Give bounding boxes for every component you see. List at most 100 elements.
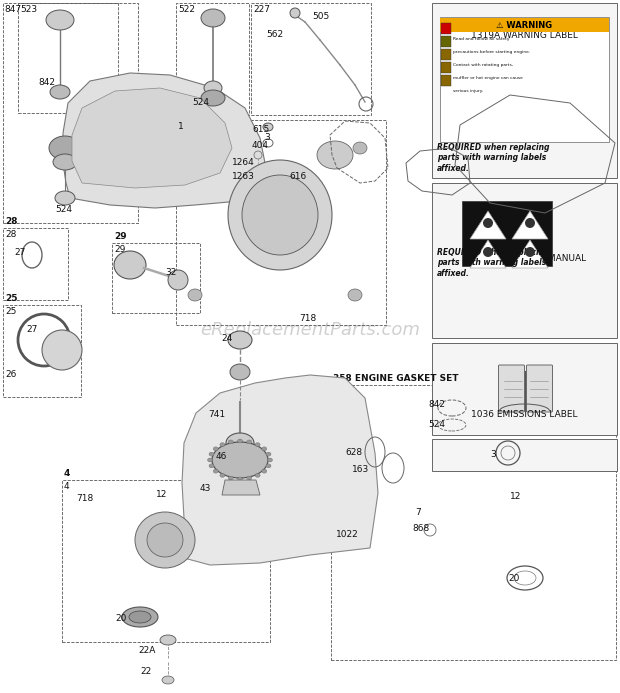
Bar: [441, 62, 451, 73]
Text: 562: 562: [266, 30, 283, 39]
Text: 523: 523: [20, 5, 37, 14]
Ellipse shape: [237, 477, 242, 481]
Ellipse shape: [50, 85, 70, 99]
Bar: [432, 3, 617, 178]
Text: 1022: 1022: [336, 530, 359, 539]
Ellipse shape: [247, 476, 252, 480]
Ellipse shape: [254, 151, 262, 159]
Ellipse shape: [212, 442, 268, 478]
Bar: [440, 18, 609, 32]
Ellipse shape: [228, 476, 233, 480]
Text: precautions before starting engine.: precautions before starting engine.: [453, 50, 530, 54]
Ellipse shape: [135, 512, 195, 568]
Bar: [432, 439, 617, 471]
Ellipse shape: [483, 247, 493, 257]
Polygon shape: [512, 211, 548, 239]
Ellipse shape: [188, 142, 202, 154]
Text: 868: 868: [412, 524, 429, 533]
Bar: [441, 23, 451, 34]
Text: 7: 7: [415, 508, 421, 517]
Text: 523: 523: [20, 0, 38, 1]
Text: 227: 227: [253, 5, 270, 14]
Ellipse shape: [262, 447, 267, 451]
Text: 522: 522: [178, 5, 195, 14]
Text: 4: 4: [64, 482, 69, 491]
Ellipse shape: [255, 473, 260, 477]
Text: 27: 27: [14, 248, 25, 257]
Text: REQUIRED when replacing
parts with warning labels
affixed.: REQUIRED when replacing parts with warni…: [437, 248, 549, 278]
Text: 718: 718: [299, 314, 316, 323]
Ellipse shape: [226, 433, 254, 453]
Ellipse shape: [204, 81, 222, 95]
Text: 29: 29: [114, 245, 125, 254]
Ellipse shape: [42, 330, 82, 370]
Text: 32: 32: [165, 268, 176, 277]
Text: 505: 505: [312, 12, 329, 21]
FancyBboxPatch shape: [526, 365, 552, 412]
Polygon shape: [470, 211, 506, 239]
Ellipse shape: [230, 364, 250, 380]
Text: 4: 4: [64, 469, 71, 478]
Ellipse shape: [188, 289, 202, 301]
Text: 22: 22: [140, 667, 151, 676]
Text: 46: 46: [216, 452, 228, 461]
Text: 22A: 22A: [138, 646, 156, 655]
Text: 522: 522: [178, 0, 197, 1]
Text: REQUIRED when replacing
parts with warning labels
affixed.: REQUIRED when replacing parts with warni…: [437, 143, 549, 173]
Ellipse shape: [209, 464, 214, 468]
Bar: [176, 120, 386, 325]
Text: 524: 524: [192, 98, 209, 107]
Bar: [3, 305, 81, 397]
Ellipse shape: [53, 154, 77, 170]
Text: 1263: 1263: [232, 172, 255, 181]
Text: 25: 25: [5, 294, 17, 303]
Ellipse shape: [122, 607, 158, 627]
Ellipse shape: [266, 464, 271, 468]
Bar: [62, 480, 270, 642]
Bar: [441, 49, 451, 60]
Polygon shape: [72, 88, 232, 188]
Ellipse shape: [228, 440, 233, 444]
Bar: [432, 343, 617, 435]
Text: 615: 615: [252, 125, 269, 134]
Ellipse shape: [129, 611, 151, 623]
Ellipse shape: [348, 289, 362, 301]
Ellipse shape: [162, 676, 174, 684]
Polygon shape: [222, 480, 260, 495]
Text: muffler or hot engine can cause: muffler or hot engine can cause: [453, 76, 523, 80]
Text: 842: 842: [428, 400, 445, 409]
Text: 718: 718: [76, 494, 93, 503]
Text: 28: 28: [5, 217, 17, 226]
Polygon shape: [512, 240, 548, 268]
Ellipse shape: [228, 331, 252, 349]
Text: 847: 847: [4, 5, 21, 14]
Text: 28: 28: [5, 230, 16, 239]
Text: 404: 404: [252, 141, 269, 150]
Ellipse shape: [317, 141, 353, 169]
Bar: [462, 201, 552, 266]
Ellipse shape: [228, 160, 332, 270]
Text: 27: 27: [26, 325, 37, 334]
Ellipse shape: [525, 218, 535, 228]
Bar: [176, 3, 249, 115]
Polygon shape: [182, 375, 378, 565]
Ellipse shape: [49, 136, 81, 160]
Ellipse shape: [263, 123, 273, 131]
Text: Read and follow all safety: Read and follow all safety: [453, 37, 510, 41]
Text: 163: 163: [352, 465, 370, 474]
Ellipse shape: [525, 247, 535, 257]
Ellipse shape: [46, 10, 74, 30]
Bar: [440, 17, 609, 142]
Text: 628: 628: [345, 448, 362, 457]
Ellipse shape: [267, 458, 273, 462]
Text: 26: 26: [5, 370, 16, 379]
Ellipse shape: [220, 473, 225, 477]
Ellipse shape: [209, 452, 214, 456]
Bar: [432, 183, 617, 338]
Text: 3: 3: [490, 450, 496, 459]
Ellipse shape: [262, 469, 267, 473]
Text: eReplacementParts.com: eReplacementParts.com: [200, 321, 420, 339]
Text: 1264: 1264: [232, 158, 255, 167]
Text: 29: 29: [114, 232, 126, 241]
Ellipse shape: [290, 8, 300, 18]
